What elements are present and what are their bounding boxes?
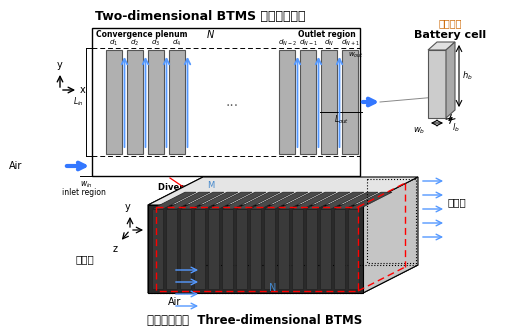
Text: M: M — [207, 181, 214, 190]
Text: $d_{N+1}$: $d_{N+1}$ — [341, 38, 359, 48]
Polygon shape — [236, 192, 280, 209]
Bar — [106, 50, 122, 154]
Polygon shape — [222, 192, 266, 209]
Polygon shape — [348, 209, 359, 289]
Text: 电池模块: 电池模块 — [438, 18, 462, 28]
Polygon shape — [180, 192, 224, 209]
Text: y: y — [125, 202, 131, 212]
Text: $d_3$: $d_3$ — [151, 38, 160, 48]
Polygon shape — [264, 192, 308, 209]
Polygon shape — [320, 192, 364, 209]
Polygon shape — [428, 42, 455, 50]
Polygon shape — [152, 192, 196, 209]
Polygon shape — [320, 209, 331, 289]
Polygon shape — [306, 192, 350, 209]
Bar — [300, 50, 316, 154]
Text: ...: ... — [226, 95, 239, 109]
Polygon shape — [292, 209, 303, 289]
Text: $w_b$: $w_b$ — [413, 125, 425, 136]
Bar — [92, 28, 360, 176]
Text: N: N — [206, 30, 214, 40]
Polygon shape — [306, 209, 317, 289]
Text: $w_{out}$: $w_{out}$ — [348, 51, 364, 60]
Text: $l_b$: $l_b$ — [452, 122, 460, 135]
Text: 进气端: 进气端 — [75, 254, 94, 264]
Polygon shape — [363, 177, 418, 293]
Polygon shape — [148, 177, 203, 293]
Text: Divergence plenum: Divergence plenum — [158, 183, 251, 192]
Text: y: y — [57, 60, 63, 70]
Text: Outlet region: Outlet region — [298, 30, 356, 39]
Bar — [342, 50, 358, 154]
Polygon shape — [250, 209, 261, 289]
Text: $d_{N-2}$: $d_{N-2}$ — [278, 38, 296, 48]
Text: $L_{in}$: $L_{in}$ — [73, 96, 84, 108]
Text: z: z — [113, 244, 118, 254]
Bar — [148, 50, 164, 154]
Text: Air: Air — [168, 297, 181, 307]
Polygon shape — [250, 192, 294, 209]
Text: $d_2$: $d_2$ — [130, 38, 139, 48]
Text: $w_{in}$: $w_{in}$ — [79, 180, 93, 190]
Polygon shape — [208, 209, 219, 289]
Bar — [127, 50, 143, 154]
Text: $L_{out}$: $L_{out}$ — [335, 114, 350, 127]
Polygon shape — [264, 209, 275, 289]
Bar — [169, 50, 185, 154]
Text: x: x — [80, 85, 86, 95]
Polygon shape — [194, 209, 205, 289]
Text: $d_{N-1}$: $d_{N-1}$ — [299, 38, 317, 48]
Polygon shape — [148, 177, 418, 205]
Text: Two-dimensional BTMS 风冷二维示意: Two-dimensional BTMS 风冷二维示意 — [95, 10, 305, 23]
Text: Battery cell: Battery cell — [414, 30, 486, 40]
Text: Convergence plenum: Convergence plenum — [96, 30, 187, 39]
Text: 出气端: 出气端 — [448, 197, 467, 207]
Text: $h_b$: $h_b$ — [462, 70, 473, 82]
Polygon shape — [236, 209, 247, 289]
Polygon shape — [148, 205, 363, 293]
Polygon shape — [166, 209, 177, 289]
Text: Air: Air — [9, 161, 23, 171]
Bar — [321, 50, 337, 154]
Polygon shape — [278, 192, 322, 209]
Text: 风冷三维示意  Three-dimensional BTMS: 风冷三维示意 Three-dimensional BTMS — [147, 314, 362, 327]
Polygon shape — [446, 42, 455, 118]
Text: N: N — [269, 283, 277, 293]
Polygon shape — [180, 209, 191, 289]
Bar — [279, 50, 295, 154]
Polygon shape — [348, 192, 392, 209]
Text: x: x — [148, 225, 154, 235]
Polygon shape — [334, 192, 378, 209]
Text: inlet region: inlet region — [62, 188, 106, 197]
Polygon shape — [148, 265, 418, 293]
Polygon shape — [292, 192, 336, 209]
Text: $d_N$: $d_N$ — [324, 38, 334, 48]
Polygon shape — [194, 192, 238, 209]
Polygon shape — [278, 209, 289, 289]
Bar — [428, 50, 446, 118]
Text: $d_4$: $d_4$ — [173, 38, 181, 48]
Polygon shape — [334, 209, 345, 289]
Polygon shape — [152, 209, 163, 289]
Polygon shape — [166, 192, 210, 209]
Polygon shape — [222, 209, 233, 289]
Text: $d_1$: $d_1$ — [109, 38, 118, 48]
Polygon shape — [208, 192, 252, 209]
